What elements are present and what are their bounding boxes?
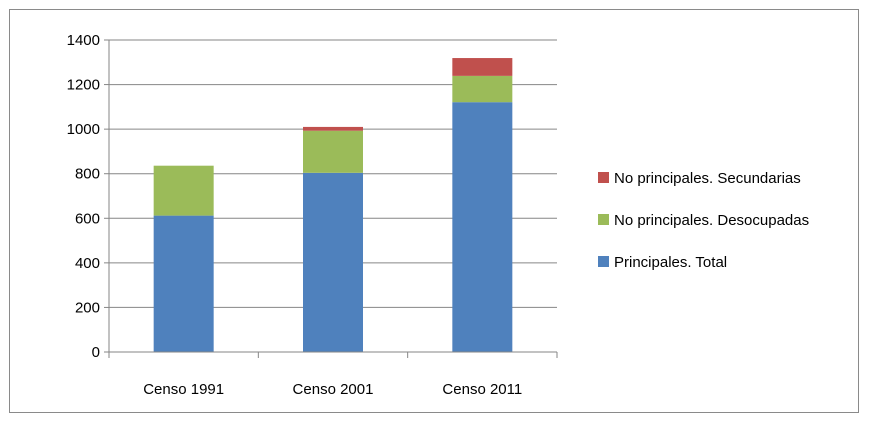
y-tick-label: 1400: [67, 32, 100, 49]
x-tick-label: Censo 2011: [442, 381, 522, 398]
x-tick-label: Censo 2001: [293, 381, 374, 398]
legend-swatch: [598, 256, 609, 267]
y-tick-label: 400: [75, 255, 100, 272]
bar-segment: [303, 126, 363, 131]
y-tick-label: 0: [92, 344, 100, 361]
bar-segment: [452, 75, 513, 103]
legend-swatch: [598, 172, 609, 183]
bar-segment: [153, 165, 214, 216]
y-tick-label: 1200: [67, 77, 100, 94]
legend-label: Principales. Total: [614, 254, 727, 271]
bar-segment: [303, 130, 363, 173]
legend-label: No principales. Desocupadas: [614, 212, 809, 229]
bar-segment: [153, 215, 214, 352]
y-tick-label: 800: [75, 166, 100, 183]
legend-swatch: [598, 214, 609, 225]
y-tick-label: 200: [75, 299, 100, 316]
bar-segment: [452, 58, 513, 76]
y-tick-label: 1000: [67, 121, 100, 138]
x-tick-label: Censo 1991: [143, 381, 224, 398]
legend-label: No principales. Secundarias: [614, 170, 801, 187]
bar-segment: [303, 172, 363, 352]
chart-frame: [9, 9, 859, 413]
bar-segment: [452, 102, 513, 352]
y-tick-label: 600: [75, 210, 100, 227]
